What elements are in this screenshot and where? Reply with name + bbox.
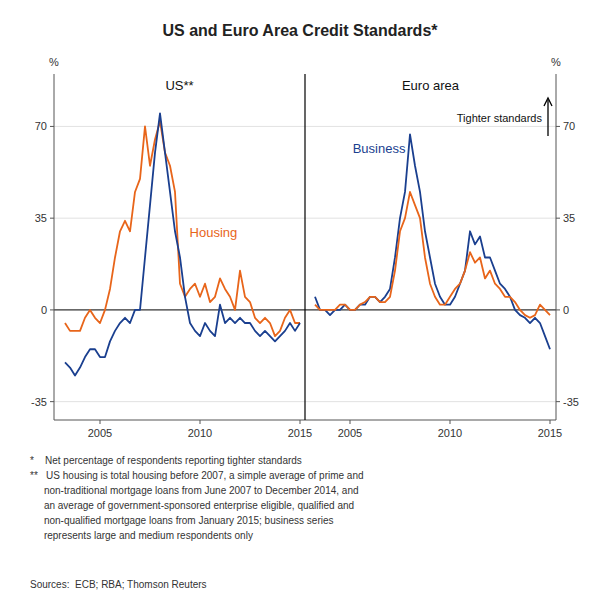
series-line — [65, 113, 300, 375]
footnote: an average of government-sponsored enter… — [30, 500, 354, 511]
x-tick — [550, 420, 551, 424]
zero-line — [305, 309, 556, 310]
y-label: % — [551, 56, 561, 68]
x-tick-label: 2010 — [188, 427, 212, 439]
annotation-arrow — [547, 100, 548, 136]
x-tick — [300, 420, 301, 424]
x-tick-label: 2015 — [288, 427, 312, 439]
panel: 2005 2010 2015 -35 0 35 70% US** Housing — [31, 56, 312, 439]
y-tick-label: 0 — [41, 304, 47, 316]
y-tick — [50, 309, 54, 310]
x-axis — [54, 420, 305, 421]
y-tick-label: -35 — [563, 396, 579, 408]
x-tick — [350, 420, 351, 424]
y-tick — [556, 126, 560, 127]
y-axis — [556, 74, 557, 420]
sources: Sources: ECB; RBA; Thomson Reuters — [30, 579, 207, 590]
y-tick — [556, 218, 560, 219]
series-label: Housing — [190, 225, 238, 240]
y-axis — [54, 74, 55, 420]
x-tick — [450, 420, 451, 424]
footnote: * Net percentage of respondents reportin… — [30, 455, 302, 466]
y-tick — [50, 218, 54, 219]
series-line — [315, 134, 550, 349]
y-tick-label: -35 — [31, 396, 47, 408]
y-label: % — [49, 56, 59, 68]
series-line — [315, 192, 550, 318]
panel-label: Euro area — [402, 78, 460, 93]
y-tick-label: 70 — [563, 120, 575, 132]
y-tick-label: 0 — [563, 304, 569, 316]
y-tick-label: 35 — [563, 212, 575, 224]
panel-divider — [304, 74, 305, 420]
x-tick-label: 2015 — [538, 427, 562, 439]
footnote: non-qualified mortgage loans from Januar… — [30, 515, 334, 526]
x-tick-label: 2010 — [438, 427, 462, 439]
y-tick-label: 70 — [35, 120, 47, 132]
grid-line — [305, 401, 556, 402]
lines — [65, 113, 300, 375]
chart: 2005 2010 2015 -35 0 35 70% US** Housing US and E… — [0, 0, 600, 608]
lines — [315, 134, 550, 349]
footnote: ** US housing is total housing before 20… — [30, 470, 364, 481]
grid-line — [54, 218, 305, 219]
annotation: Tighter standards — [457, 112, 543, 124]
x-tick — [200, 420, 201, 424]
panel: 2005 2010 2015 -35 0 35 70% Euro area Business Ti… — [305, 56, 579, 439]
x-tick-label: 2005 — [88, 427, 112, 439]
series-label: Business — [353, 141, 406, 156]
footnote: non-traditional mortgage loans from June… — [30, 485, 359, 496]
y-tick — [556, 401, 560, 402]
annotation-arrow-head — [544, 98, 552, 106]
grid-line — [54, 401, 305, 402]
title: US and Euro Area Credit Standards* — [162, 22, 438, 39]
footnote: represents large and medium respondents … — [30, 530, 253, 541]
grid-line — [305, 218, 556, 219]
panel-label: US** — [165, 78, 193, 93]
grid-line — [54, 126, 305, 127]
grid-line — [305, 126, 556, 127]
x-tick-label: 2005 — [338, 427, 362, 439]
y-tick — [50, 401, 54, 402]
x-axis — [305, 420, 556, 421]
y-tick — [556, 309, 560, 310]
background — [0, 0, 600, 608]
y-tick-label: 35 — [35, 212, 47, 224]
zero-line — [54, 309, 305, 310]
y-tick — [50, 126, 54, 127]
x-tick — [100, 420, 101, 424]
series-line — [65, 121, 300, 336]
